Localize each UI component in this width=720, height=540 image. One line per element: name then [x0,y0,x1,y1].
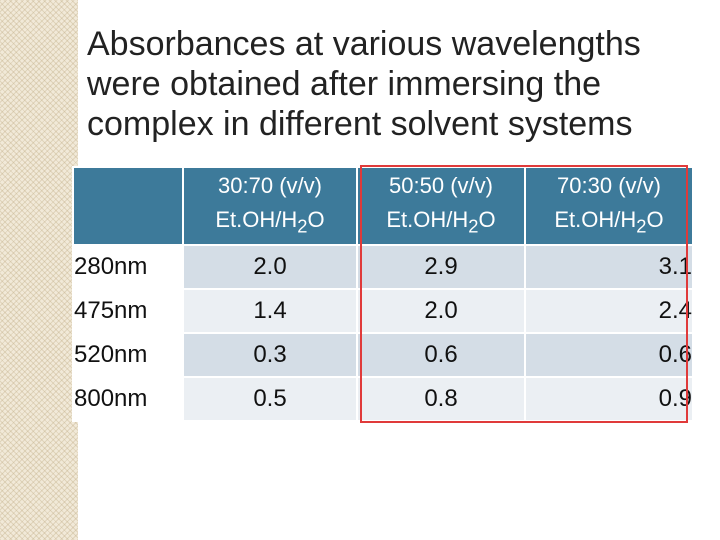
table-corner-cell [72,166,184,246]
ratio-label: 50:50 (v/v) [389,172,493,198]
column-header: 50:50 (v/v) Et.OH/H2O [356,166,526,246]
column-header: 70:30 (v/v) Et.OH/H2O [524,166,694,246]
table-row: 800nm 0.5 0.8 0.9 [72,376,694,422]
absorbance-value: 0.6 [524,332,694,378]
wavelength-label: 280nm [72,244,184,290]
absorbance-value: 0.6 [356,332,526,378]
ratio-label: 30:70 (v/v) [218,172,322,198]
table-row: 280nm 2.0 2.9 3.1 [72,244,694,290]
absorbance-value: 2.4 [524,288,694,334]
slide-title: Absorbances at various wavelengths were … [87,25,641,143]
absorbance-value: 2.0 [356,288,526,334]
table-row: 520nm 0.3 0.6 0.6 [72,332,694,378]
table-row: 475nm 1.4 2.0 2.4 [72,288,694,334]
ratio-label: 70:30 (v/v) [557,172,661,198]
column-header: 30:70 (v/v) Et.OH/H2O [182,166,358,246]
absorbance-value: 0.8 [356,376,526,422]
highlight-box [360,165,688,423]
wavelength-label: 800nm [72,376,184,422]
wavelength-label: 475nm [72,288,184,334]
absorbance-value: 0.9 [524,376,694,422]
absorbance-value: 0.3 [182,332,358,378]
table-header-row: 30:70 (v/v) Et.OH/H2O 50:50 (v/v) Et.OH/… [72,166,694,246]
solvent-label: Et.OH/H2O [386,206,496,237]
absorbance-value: 0.5 [182,376,358,422]
solvent-label: Et.OH/H2O [554,206,664,237]
absorbance-value: 3.1 [524,244,694,290]
absorbance-value: 2.9 [356,244,526,290]
decorative-side-strip [0,0,78,540]
absorbance-value: 1.4 [182,288,358,334]
absorbance-table: 30:70 (v/v) Et.OH/H2O 50:50 (v/v) Et.OH/… [72,166,694,422]
wavelength-label: 520nm [72,332,184,378]
solvent-label: Et.OH/H2O [215,206,325,237]
absorbance-value: 2.0 [182,244,358,290]
